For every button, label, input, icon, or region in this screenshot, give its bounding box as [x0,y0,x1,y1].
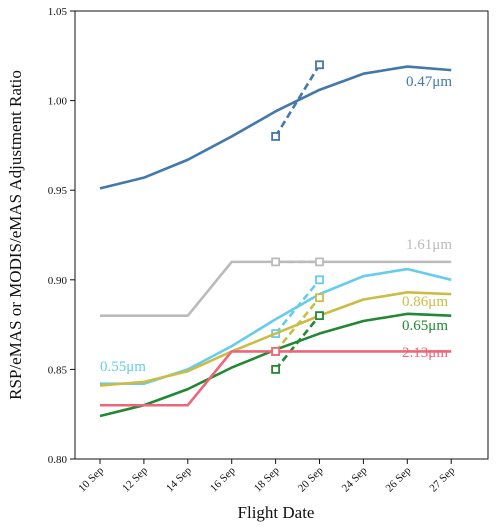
series-dashed-line [274,64,321,138]
series-layer: 0.47μm 1.61μm 0.55μm 0.86μm 0.65μm 2.13μm [99,60,452,418]
series-group: 0.55μm [100,267,452,386]
x-tick-label: 20 Sep [296,464,326,494]
y-tick-label: 0.90 [48,275,68,287]
x-tick-label: 14 Sep [164,464,194,494]
series-group: 0.47μm [99,60,452,190]
series-marker [271,257,281,267]
series-marker [271,364,281,374]
y-tick-label: 0.85 [48,364,68,376]
series-group: 0.86μm [99,291,452,387]
series-marker [315,311,324,321]
series-label: 0.65μm [402,318,448,334]
x-tick-label: 24 Sep [340,464,370,494]
y-axis-ticks: 0.80 0.85 0.90 0.95 1.00 1.05 [48,6,75,466]
x-tick-label: 16 Sep [208,464,238,494]
series-marker [315,60,324,70]
x-axis-ticks: 10 Sep 12 Sep 14 Sep 16 Sep 18 Sep 20 Sep 24 S… [76,459,458,495]
series-marker [271,132,281,141]
series-dashed-line [274,314,321,371]
series-marker [315,293,324,303]
series-label: 2.13μm [402,345,448,361]
y-axis-title: RSP/eMAS or MODIS/eMAS Adjustment Ratio [6,70,25,400]
x-tick-label: 10 Sep [76,464,106,494]
series-line [100,350,452,407]
series-label: 0.86μm [402,294,448,310]
series-label: 0.55μm [100,359,146,375]
series-group: 0.65μm [99,311,452,418]
series-marker [315,257,324,267]
plot-frame [74,10,489,460]
y-tick-label: 1.00 [48,96,68,108]
series-group: 1.61μm [100,237,452,317]
x-tick-label: 27 Sep [427,464,457,494]
series-marker [315,275,324,285]
x-tick-label: 18 Sep [252,464,282,494]
series-marker [271,347,281,356]
x-tick-label: 12 Sep [120,464,150,494]
x-axis-title: Flight Date [238,503,315,522]
y-tick-label: 0.95 [48,185,68,197]
series-line [99,291,452,387]
series-line [99,65,452,190]
series-dashed-line [274,296,321,353]
series-group: 2.13μm [100,345,452,407]
series-label: 1.61μm [406,237,452,253]
series-dashed-line [274,278,321,335]
y-tick-label: 0.80 [48,454,68,466]
x-tick-label: 26 Sep [384,464,414,494]
y-tick-label: 1.05 [48,6,68,18]
series-label: 0.47μm [406,74,452,90]
